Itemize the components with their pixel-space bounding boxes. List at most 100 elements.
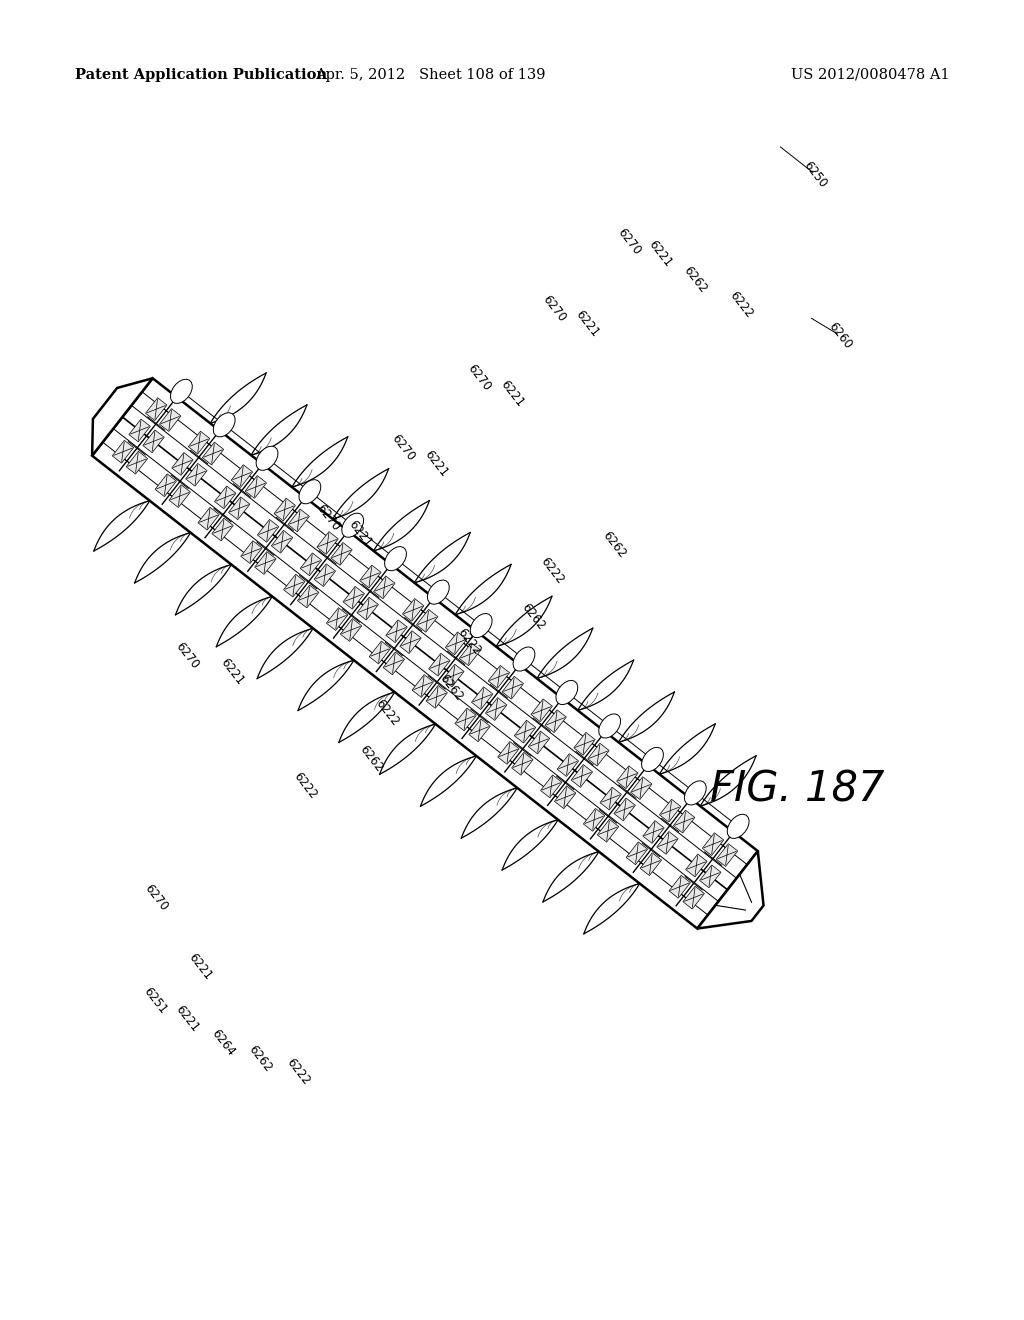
Polygon shape (203, 442, 223, 465)
Polygon shape (571, 764, 593, 787)
Text: 6221: 6221 (572, 308, 601, 339)
Polygon shape (597, 820, 618, 842)
Polygon shape (488, 665, 510, 688)
Polygon shape (316, 532, 338, 554)
Text: 6270: 6270 (540, 293, 568, 325)
Polygon shape (298, 585, 318, 609)
Text: 6250: 6250 (801, 158, 829, 190)
Text: 6221: 6221 (218, 656, 247, 688)
Polygon shape (588, 743, 609, 766)
Polygon shape (445, 632, 467, 655)
Polygon shape (469, 719, 490, 742)
Polygon shape (331, 543, 352, 565)
Text: 6270: 6270 (614, 226, 643, 257)
Polygon shape (155, 474, 176, 496)
Text: 6251: 6251 (140, 985, 169, 1016)
Polygon shape (126, 451, 147, 474)
Polygon shape (288, 510, 309, 532)
Polygon shape (228, 496, 250, 520)
Text: 6270: 6270 (141, 882, 170, 913)
Polygon shape (417, 610, 438, 632)
Text: 6221: 6221 (346, 517, 375, 549)
Polygon shape (427, 579, 450, 605)
Polygon shape (274, 498, 296, 521)
Polygon shape (716, 843, 737, 866)
Text: 6222: 6222 (284, 1056, 312, 1088)
Polygon shape (554, 785, 575, 809)
Polygon shape (255, 552, 276, 574)
Polygon shape (213, 413, 236, 437)
Polygon shape (455, 708, 476, 731)
Text: 6221: 6221 (185, 950, 214, 982)
Polygon shape (327, 607, 348, 631)
Polygon shape (386, 620, 408, 643)
Polygon shape (727, 814, 749, 838)
Polygon shape (198, 507, 219, 531)
Polygon shape (470, 614, 493, 638)
Text: 6262: 6262 (437, 672, 466, 704)
Polygon shape (616, 766, 638, 788)
Polygon shape (300, 553, 322, 576)
Polygon shape (573, 733, 595, 755)
Polygon shape (683, 886, 705, 909)
Text: 6222: 6222 (455, 626, 483, 657)
Text: 6221: 6221 (646, 238, 675, 269)
Text: 6262: 6262 (681, 264, 710, 296)
Polygon shape (231, 465, 253, 487)
Polygon shape (402, 598, 424, 622)
Polygon shape (541, 775, 562, 797)
Text: 6260: 6260 (825, 319, 854, 351)
Polygon shape (641, 747, 664, 771)
Polygon shape (359, 565, 381, 587)
Text: 6270: 6270 (389, 432, 418, 463)
Polygon shape (640, 853, 662, 875)
Text: 6264: 6264 (209, 1027, 238, 1059)
Polygon shape (271, 531, 293, 553)
Text: 6262: 6262 (600, 529, 629, 561)
Polygon shape (314, 564, 336, 586)
Text: 6222: 6222 (538, 554, 566, 586)
Polygon shape (160, 409, 181, 432)
Polygon shape (340, 619, 361, 642)
Text: FIG. 187: FIG. 187 (710, 770, 885, 810)
Text: 6262: 6262 (246, 1043, 274, 1074)
Text: Apr. 5, 2012   Sheet 108 of 139: Apr. 5, 2012 Sheet 108 of 139 (314, 69, 545, 82)
Polygon shape (212, 519, 233, 541)
Polygon shape (374, 576, 395, 599)
Polygon shape (631, 776, 652, 800)
Text: Patent Application Publication: Patent Application Publication (75, 69, 327, 82)
Polygon shape (257, 520, 279, 543)
Polygon shape (92, 379, 153, 455)
Polygon shape (426, 685, 447, 709)
Polygon shape (471, 686, 493, 710)
Polygon shape (172, 453, 194, 475)
Text: 6222: 6222 (727, 289, 756, 321)
Polygon shape (185, 463, 207, 486)
Polygon shape (627, 842, 647, 865)
Polygon shape (485, 698, 507, 721)
Polygon shape (659, 800, 681, 822)
Polygon shape (215, 486, 236, 508)
Polygon shape (545, 710, 566, 733)
Polygon shape (188, 432, 210, 454)
Polygon shape (656, 832, 678, 854)
Polygon shape (299, 479, 321, 504)
Polygon shape (697, 851, 764, 928)
Polygon shape (643, 821, 665, 843)
Polygon shape (460, 643, 480, 665)
Polygon shape (584, 808, 605, 832)
Text: 6221: 6221 (498, 378, 526, 409)
Polygon shape (531, 698, 552, 722)
Polygon shape (113, 441, 134, 463)
Polygon shape (699, 865, 721, 888)
Polygon shape (170, 379, 193, 404)
Polygon shape (129, 418, 151, 442)
Text: 6262: 6262 (356, 743, 385, 775)
Polygon shape (702, 833, 724, 855)
Polygon shape (674, 810, 695, 833)
Polygon shape (614, 799, 635, 821)
Polygon shape (284, 574, 305, 597)
Polygon shape (512, 752, 534, 775)
Polygon shape (528, 731, 550, 754)
Polygon shape (142, 430, 164, 453)
